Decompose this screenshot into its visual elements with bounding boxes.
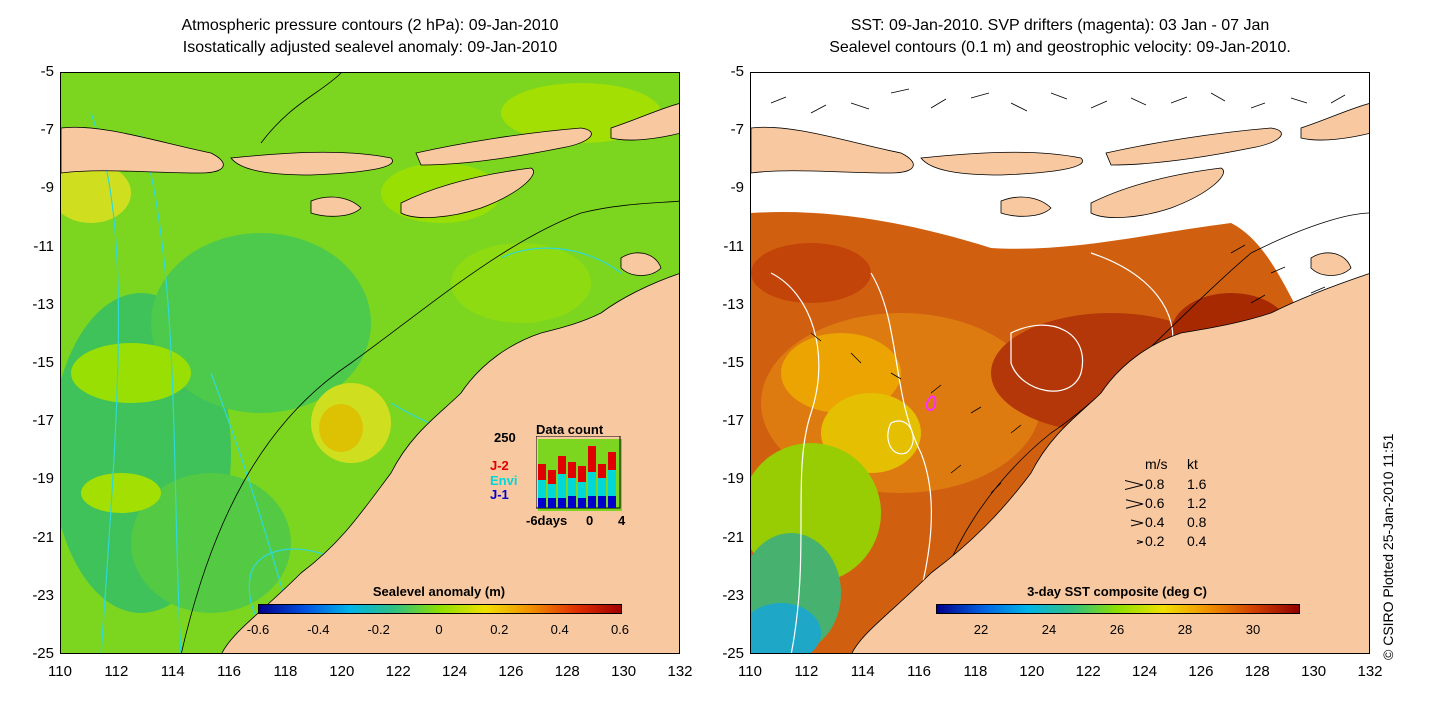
- left-colorbar-tick-label: 0: [435, 622, 443, 637]
- right-lat-tick: -9: [730, 179, 744, 197]
- right-lat-tick: -25: [722, 645, 744, 662]
- left-lat-tick: -23: [32, 586, 54, 604]
- right-colorbar: [936, 604, 1300, 614]
- right-colorbar-tick-label: 26: [1109, 622, 1125, 637]
- speed-legend-kt: 1.6: [1187, 476, 1207, 492]
- right-lat-tick: -13: [722, 295, 744, 313]
- right-lat-tick: -11: [723, 237, 744, 255]
- inset-xlabel-end: 4: [618, 513, 626, 528]
- right-lat-tick: -19: [722, 470, 744, 488]
- speed-legend-ms: 0.6: [1145, 495, 1165, 511]
- speed-legend-ms: 0.8: [1145, 476, 1165, 492]
- left-lon-tick: 126: [498, 663, 524, 680]
- left-colorbar-title: Sealevel anomaly (m): [372, 584, 506, 599]
- copyright-note: © CSIRO Plotted 25-Jan-2010 11:51: [1380, 433, 1396, 660]
- left-lon-tick: 112: [104, 663, 129, 680]
- speed-legend-kt: 0.8: [1187, 514, 1207, 530]
- right-lat-tick: -5: [730, 63, 744, 80]
- right-lat-tick: -15: [722, 354, 744, 371]
- left-lat-tick: -25: [32, 645, 54, 662]
- left-lat-tick: -19: [32, 470, 54, 488]
- right-lon-tick: 116: [907, 663, 932, 680]
- speed-legend-ms-header: m/s: [1145, 456, 1168, 472]
- inset-title: Data count: [536, 422, 604, 437]
- speed-legend-row: 0.4 0.8: [1125, 514, 1245, 532]
- right-lon-tick: 128: [1244, 663, 1270, 680]
- inset-series-j1: J-1: [490, 487, 509, 502]
- right-colorbar-tick-label: 30: [1245, 622, 1261, 637]
- left-colorbar-tick-label: 0.2: [490, 622, 509, 637]
- sealevel-anomaly-map: [60, 72, 680, 654]
- left-colorbar: [258, 604, 622, 614]
- right-lat-tick: -21: [722, 528, 744, 546]
- speed-legend-kt: 1.2: [1187, 495, 1207, 511]
- right-lon-tick: 130: [1301, 663, 1327, 680]
- left-lon-tick: 132: [667, 663, 693, 680]
- left-lon-tick: 124: [442, 663, 468, 680]
- left-title-line2: Isostatically adjusted sealevel anomaly:…: [182, 39, 558, 56]
- inset-ymax: 250: [494, 430, 516, 445]
- left-lat-tick: -9: [40, 179, 54, 197]
- left-lon-tick: 110: [48, 663, 72, 680]
- left-lat-tick: -5: [40, 63, 54, 80]
- right-colorbar-tick-label: 22: [973, 622, 989, 637]
- left-lon-tick: 114: [160, 663, 185, 680]
- right-lat-tick: -23: [722, 586, 744, 604]
- speed-legend-row: 0.8 1.6: [1125, 476, 1245, 494]
- left-title-line1: Atmospheric pressure contours (2 hPa): 0…: [181, 17, 559, 34]
- inset-xlabel-start: -6days: [526, 513, 568, 528]
- left-lat-tick: -17: [32, 412, 54, 430]
- left-lat-tick: -13: [32, 295, 54, 313]
- speed-arrow-icon: [1130, 519, 1144, 527]
- right-lat-tick: -7: [730, 121, 744, 139]
- right-colorbar-tick-label: 24: [1041, 622, 1057, 637]
- speed-legend-row: 0.6 1.2: [1125, 495, 1245, 513]
- speed-arrow-icon: [1136, 540, 1144, 544]
- speed-legend-kt-header: kt: [1187, 456, 1198, 472]
- left-lat-tick: -21: [32, 528, 54, 546]
- right-lon-tick: 110: [738, 663, 762, 680]
- left-lat-tick: -11: [33, 237, 54, 255]
- sst-map: [750, 72, 1370, 654]
- left-colorbar-tick-label: 0.4: [550, 622, 569, 637]
- right-lon-tick: 122: [1075, 663, 1101, 680]
- right-colorbar-tick-label: 28: [1177, 622, 1193, 637]
- inset-bars: [536, 436, 621, 509]
- speed-legend-row: 0.2 0.4: [1125, 533, 1245, 551]
- left-colorbar-tick-label: -0.2: [367, 622, 390, 637]
- right-lat-tick: -17: [722, 412, 744, 430]
- right-title-line1: SST: 09-Jan-2010. SVP drifters (magenta)…: [850, 17, 1270, 34]
- left-lon-tick: 122: [385, 663, 411, 680]
- left-colorbar-tick-label: 0.6: [610, 622, 630, 637]
- left-lon-tick: 118: [273, 663, 298, 680]
- inset-xlabel-zero: 0: [586, 513, 594, 528]
- speed-legend-ms: 0.4: [1145, 514, 1165, 530]
- inset-series-j2: J-2: [490, 458, 509, 473]
- right-colorbar-title: 3-day SST composite (deg C): [1027, 584, 1207, 599]
- left-lat-tick: -15: [32, 354, 54, 371]
- left-lon-tick: 128: [554, 663, 580, 680]
- data-count-inset: Data count 250 J-2 Envi J-1 -6days 0 4: [490, 420, 630, 530]
- right-lon-tick: 120: [1019, 663, 1045, 680]
- right-lon-tick: 126: [1188, 663, 1214, 680]
- speed-legend-kt: 0.4: [1187, 533, 1207, 549]
- right-title-line2: Sealevel contours (0.1 m) and geostrophi…: [829, 39, 1291, 56]
- right-lon-tick: 118: [963, 663, 988, 680]
- left-lon-tick: 130: [611, 663, 637, 680]
- left-colorbar-tick-label: -0.4: [307, 622, 330, 637]
- right-lon-tick: 132: [1357, 663, 1383, 680]
- left-lon-tick: 116: [217, 663, 242, 680]
- sealevel-map-svg: [61, 73, 679, 653]
- speed-arrow-icon: [1125, 479, 1144, 491]
- left-colorbar-tick-label: -0.6: [246, 622, 270, 637]
- right-lon-tick: 114: [850, 663, 875, 680]
- speed-legend-ms: 0.2: [1145, 533, 1165, 549]
- left-lat-tick: -7: [40, 121, 54, 139]
- speed-arrow-icon: [1125, 499, 1144, 509]
- left-lon-tick: 120: [329, 663, 355, 680]
- right-lon-tick: 112: [794, 663, 819, 680]
- inset-series-envi: Envi: [490, 473, 518, 488]
- sst-map-svg: [751, 88, 1369, 653]
- right-lon-tick: 124: [1132, 663, 1158, 680]
